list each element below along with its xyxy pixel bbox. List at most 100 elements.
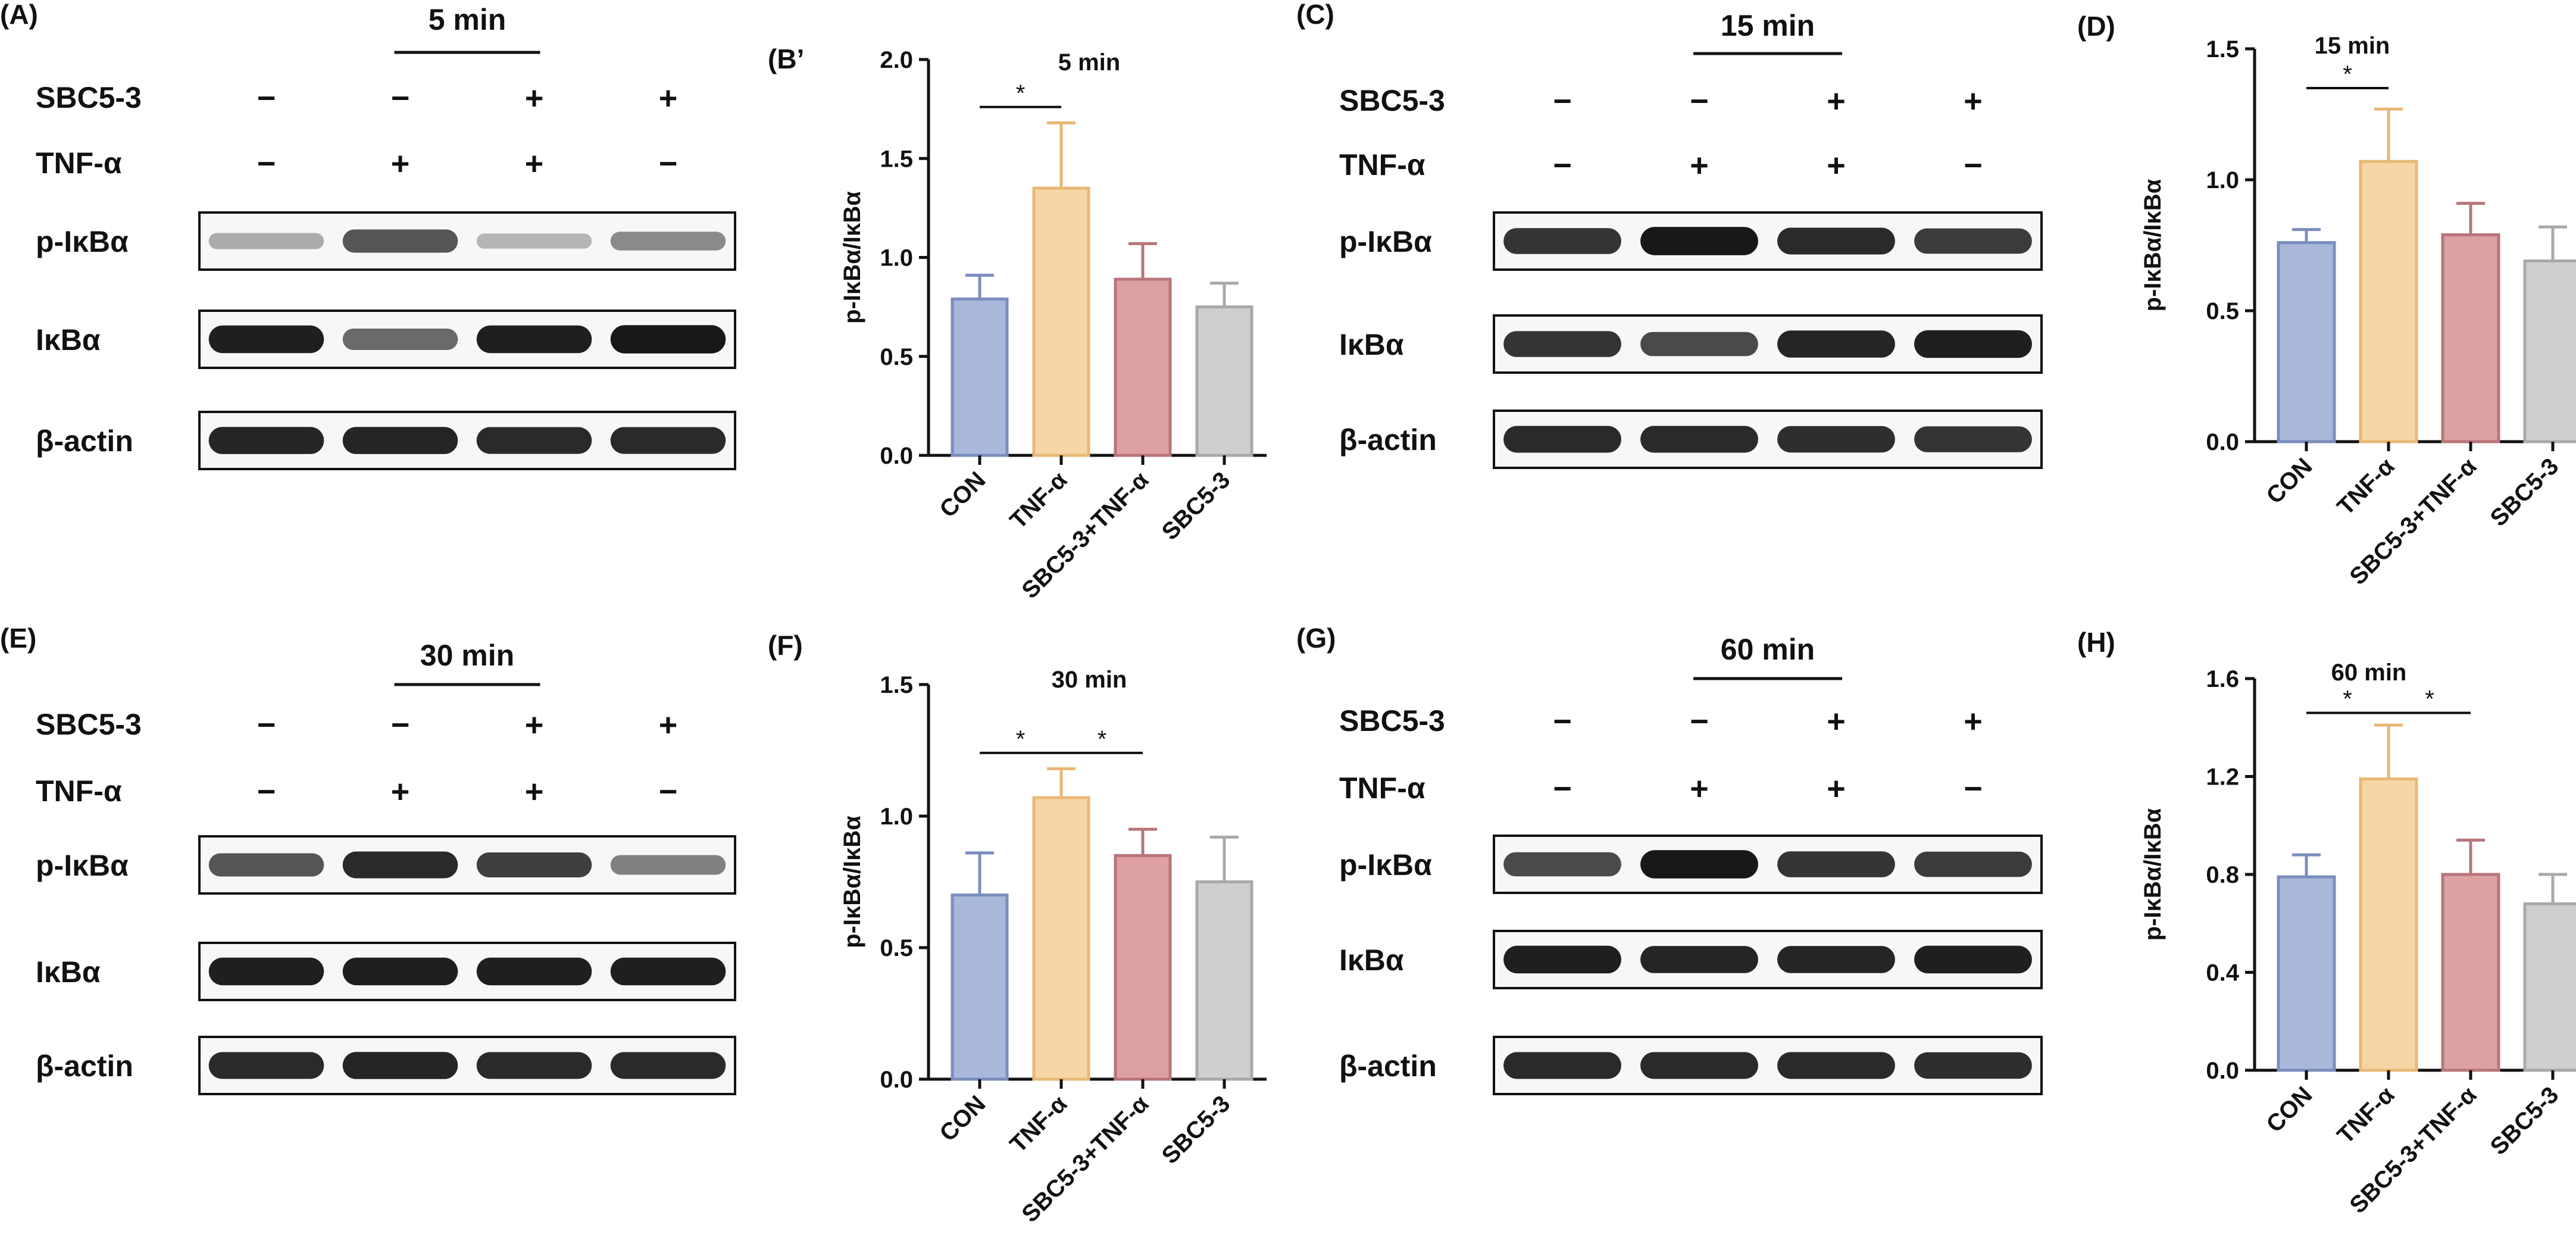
y-tick-label: 0.0 [880, 1067, 913, 1093]
treatment-sign: + [525, 80, 544, 116]
blot-panel-0: (A) 5 min SBC5-3 − − + + TNF-α − + + − p-IκBα IκBα β-a… [0, 0, 736, 470]
x-tick-label: TNF-α [2332, 1082, 2399, 1149]
y-tick-label: 0.4 [2206, 960, 2239, 986]
treatment-sign: + [1690, 771, 1709, 807]
band-label: IκBα [36, 955, 101, 989]
treatment-row-label: SBC5-3 [1339, 84, 1445, 117]
treatment-sign: − [1553, 83, 1572, 119]
treatment-sign: − [257, 707, 276, 743]
treatment-sign: − [1553, 704, 1572, 739]
protein-band [1640, 946, 1758, 973]
treatment-sign: + [1827, 148, 1846, 183]
significance-star: * [2343, 61, 2352, 88]
y-axis-label: p-IκBα/IκBα [2140, 179, 2166, 311]
bar [2359, 160, 2418, 443]
blot-panel-3: (G) 60 min SBC5-3 − − + + TNF-α − + + − p-IκBα IκBα β-… [1296, 623, 2043, 1095]
blot-panel-1: (C) 15 min SBC5-3 − − + + TNF-α − + + − p-IκBα IκBα β-… [1296, 0, 2043, 469]
protein-band [208, 325, 324, 354]
y-tick-label: 1.0 [2206, 167, 2239, 193]
x-tick-label: CON [2261, 453, 2317, 509]
protein-band [610, 232, 726, 251]
bar [1032, 796, 1090, 1081]
treatment-sign: + [1827, 704, 1846, 739]
treatment-sign: − [391, 707, 410, 743]
band-label: β-actin [36, 1049, 133, 1083]
protein-band [476, 427, 592, 454]
treatment-row-label: TNF-α [36, 774, 122, 808]
protein-band [208, 1052, 324, 1079]
y-tick-label: 0.5 [880, 344, 913, 370]
protein-band [476, 325, 592, 354]
protein-band [1640, 1052, 1758, 1079]
x-tick-label: SBC5-3 [1157, 1090, 1236, 1169]
protein-band [1914, 228, 2032, 254]
y-tick-label: 1.5 [880, 672, 913, 698]
treatment-row-label: SBC5-3 [1339, 704, 1445, 738]
treatment-row-label: TNF-α [1339, 148, 1425, 182]
x-tick-label: SBC5-3 [2486, 453, 2564, 532]
treatment-sign: + [1827, 83, 1846, 119]
bar [2359, 777, 2418, 1072]
protein-band [342, 329, 458, 350]
protein-band [342, 851, 458, 879]
bar [2441, 233, 2500, 443]
treatment-sign: + [1964, 704, 1983, 739]
band-label: β-actin [1339, 1049, 1437, 1083]
protein-band [1777, 330, 1895, 358]
significance-star: * [2425, 686, 2434, 713]
y-tick-label: 1.0 [880, 804, 913, 830]
protein-band [1503, 426, 1621, 453]
significance-star: * [2343, 686, 2352, 713]
x-tick-label: CON [934, 467, 990, 523]
bar-chart-1: (D) 15 min 0.0 0.5 1.0 1.5 p-IκBα/IκBα CON TNF-α… [2077, 11, 2576, 590]
protein-band [610, 427, 726, 454]
treatment-sign: + [1964, 83, 1983, 119]
band-label: IκBα [36, 323, 101, 357]
protein-band [208, 233, 324, 249]
panel-label: (B’ [768, 43, 804, 74]
y-tick-label: 0.0 [2206, 1058, 2239, 1084]
protein-band [1503, 228, 1621, 254]
y-tick-label: 0.0 [2206, 429, 2239, 455]
protein-band [610, 1052, 726, 1079]
band-label: IκBα [1339, 328, 1404, 361]
y-tick-label: 1.6 [2206, 666, 2239, 692]
bar [1195, 305, 1253, 457]
treatment-sign: + [1827, 771, 1846, 807]
protein-band [610, 957, 726, 986]
blot-time-label: 15 min [1721, 9, 1815, 42]
treatment-sign: + [525, 707, 544, 743]
bar-chart-2: (F) 30 min 0.0 0.5 1.0 1.5 p-IκBα/IκBα CON TNF-α… [768, 630, 1267, 1227]
x-tick-label: CON [934, 1090, 990, 1146]
treatment-row-label: SBC5-3 [36, 708, 142, 741]
protein-band [208, 957, 324, 986]
treatment-sign: − [257, 146, 276, 182]
bar [1114, 277, 1172, 457]
treatment-sign: − [391, 80, 410, 116]
band-label: β-actin [36, 424, 133, 458]
panel-label: (H) [2077, 627, 2115, 658]
chart-title: 15 min [2315, 33, 2390, 59]
treatment-row-label: TNF-α [1339, 771, 1425, 805]
protein-band [1914, 945, 2032, 974]
y-tick-label: 1.2 [2206, 764, 2239, 790]
bar [2277, 875, 2336, 1072]
protein-band [342, 957, 458, 986]
protein-band [610, 855, 726, 875]
x-tick-label: SBC5-3 [1157, 467, 1236, 545]
protein-band [1777, 946, 1895, 973]
y-tick-label: 0.5 [2206, 298, 2239, 324]
protein-band [1777, 227, 1895, 255]
protein-band [1640, 332, 1758, 357]
protein-band [1503, 945, 1621, 974]
treatment-sign: + [391, 774, 410, 810]
band-label: p-IκBα [36, 849, 129, 882]
treatment-sign: + [659, 707, 678, 743]
treatment-sign: + [1690, 148, 1709, 183]
protein-band [342, 229, 458, 253]
y-axis-label: p-IκBα/IκBα [839, 191, 865, 324]
blot-time-label: 5 min [429, 3, 507, 36]
y-tick-label: 0.5 [880, 935, 913, 961]
blot-panel-2: (E) 30 min SBC5-3 − − + + TNF-α − + + − p-IκBα IκBα β-… [0, 623, 736, 1095]
